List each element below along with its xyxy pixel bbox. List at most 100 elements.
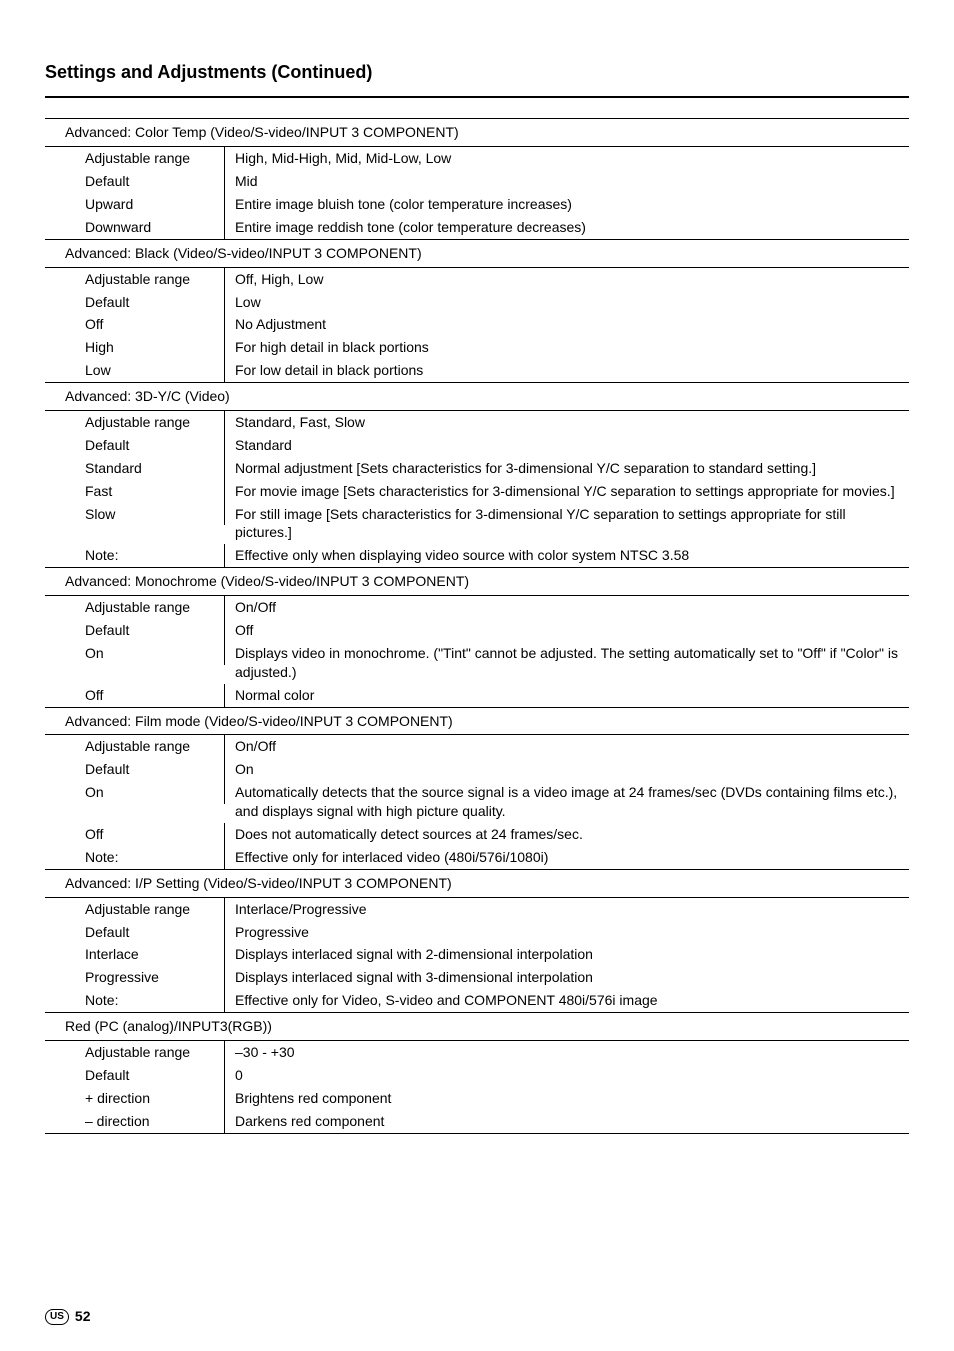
- table-row: Adjustable range–30 - +30: [45, 1041, 909, 1064]
- row-value: For movie image [Sets characteristics fo…: [225, 480, 909, 503]
- row-label: Adjustable range: [45, 147, 225, 170]
- row-label: Adjustable range: [45, 735, 225, 758]
- title-rule: [45, 96, 909, 98]
- table-row: Adjustable rangeOff, High, Low: [45, 268, 909, 291]
- section-body: Adjustable range–30 - +30Default0+ direc…: [45, 1040, 909, 1134]
- row-label: – direction: [45, 1110, 225, 1133]
- row-value: Entire image bluish tone (color temperat…: [225, 193, 909, 216]
- row-label: Progressive: [45, 966, 225, 989]
- row-label: Default: [45, 1064, 225, 1087]
- table-row: DefaultOff: [45, 619, 909, 642]
- row-value: High, Mid-High, Mid, Mid-Low, Low: [225, 147, 909, 170]
- section-header: Advanced: 3D-Y/C (Video): [45, 382, 909, 410]
- row-label: Note:: [45, 544, 225, 567]
- table-row: InterlaceDisplays interlaced signal with…: [45, 943, 909, 966]
- section-header: Advanced: Black (Video/S-video/INPUT 3 C…: [45, 239, 909, 267]
- row-value: Effective only for Video, S-video and CO…: [225, 989, 909, 1012]
- row-label: Adjustable range: [45, 898, 225, 921]
- section-header: Advanced: Film mode (Video/S-video/INPUT…: [45, 707, 909, 735]
- page-footer: US 52: [45, 1307, 90, 1326]
- table-row: OffNo Adjustment: [45, 313, 909, 336]
- row-value: Effective only for interlaced video (480…: [225, 846, 909, 869]
- table-row: DefaultOn: [45, 758, 909, 781]
- settings-section: Advanced: Film mode (Video/S-video/INPUT…: [45, 707, 909, 869]
- row-value: Effective only when displaying video sou…: [225, 544, 909, 567]
- table-row: Adjustable rangeInterlace/Progressive: [45, 898, 909, 921]
- row-label: Default: [45, 291, 225, 314]
- table-row: OffDoes not automatically detect sources…: [45, 823, 909, 846]
- row-label: High: [45, 336, 225, 359]
- settings-section: Advanced: Monochrome (Video/S-video/INPU…: [45, 567, 909, 706]
- section-body: Adjustable rangeOff, High, LowDefaultLow…: [45, 267, 909, 382]
- row-label: Default: [45, 758, 225, 781]
- row-value: On/Off: [225, 735, 909, 758]
- row-label: Off: [45, 823, 225, 846]
- row-value: Off: [225, 619, 909, 642]
- table-row: Default0: [45, 1064, 909, 1087]
- row-value: Low: [225, 291, 909, 314]
- row-value: For low detail in black portions: [225, 359, 909, 382]
- table-row: HighFor high detail in black portions: [45, 336, 909, 359]
- settings-section: Advanced: I/P Setting (Video/S-video/INP…: [45, 869, 909, 1012]
- row-label: Note:: [45, 846, 225, 869]
- table-row: OnDisplays video in monochrome. ("Tint" …: [45, 642, 909, 684]
- row-value: –30 - +30: [225, 1041, 909, 1064]
- section-header: Advanced: Monochrome (Video/S-video/INPU…: [45, 567, 909, 595]
- table-row: ProgressiveDisplays interlaced signal wi…: [45, 966, 909, 989]
- row-value: Displays interlaced signal with 2-dimens…: [225, 943, 909, 966]
- table-row: DefaultLow: [45, 291, 909, 314]
- section-body: Adjustable rangeInterlace/ProgressiveDef…: [45, 897, 909, 1012]
- row-value: Normal color: [225, 684, 909, 707]
- row-value: Darkens red component: [225, 1110, 909, 1133]
- table-row: DefaultStandard: [45, 434, 909, 457]
- row-label: Slow: [45, 503, 225, 526]
- table-row: DefaultMid: [45, 170, 909, 193]
- row-label: Adjustable range: [45, 411, 225, 434]
- row-label: Default: [45, 619, 225, 642]
- table-row: Adjustable rangeOn/Off: [45, 596, 909, 619]
- row-value: For still image [Sets characteristics fo…: [225, 503, 909, 545]
- table-row: Note:Effective only for interlaced video…: [45, 846, 909, 869]
- row-label: Off: [45, 684, 225, 707]
- row-label: Adjustable range: [45, 596, 225, 619]
- section-body: Adjustable rangeHigh, Mid-High, Mid, Mid…: [45, 146, 909, 239]
- row-label: Default: [45, 170, 225, 193]
- table-row: – directionDarkens red component: [45, 1110, 909, 1133]
- row-label: Adjustable range: [45, 268, 225, 291]
- table-row: OnAutomatically detects that the source …: [45, 781, 909, 823]
- settings-table: Advanced: Color Temp (Video/S-video/INPU…: [45, 118, 909, 1133]
- row-label: Fast: [45, 480, 225, 503]
- table-row: DownwardEntire image reddish tone (color…: [45, 216, 909, 239]
- row-value: On: [225, 758, 909, 781]
- row-value: Does not automatically detect sources at…: [225, 823, 909, 846]
- table-row: OffNormal color: [45, 684, 909, 707]
- section-header: Red (PC (analog)/INPUT3(RGB)): [45, 1012, 909, 1040]
- row-value: No Adjustment: [225, 313, 909, 336]
- row-label: Upward: [45, 193, 225, 216]
- table-row: UpwardEntire image bluish tone (color te…: [45, 193, 909, 216]
- table-row: Note:Effective only for Video, S-video a…: [45, 989, 909, 1012]
- row-label: + direction: [45, 1087, 225, 1110]
- row-label: Interlace: [45, 943, 225, 966]
- row-label: Default: [45, 921, 225, 944]
- row-value: Displays video in monochrome. ("Tint" ca…: [225, 642, 909, 684]
- table-row: + directionBrightens red component: [45, 1087, 909, 1110]
- row-value: Automatically detects that the source si…: [225, 781, 909, 823]
- table-row: Adjustable rangeHigh, Mid-High, Mid, Mid…: [45, 147, 909, 170]
- row-label: Default: [45, 434, 225, 457]
- page-title: Settings and Adjustments (Continued): [45, 60, 909, 84]
- row-value: Mid: [225, 170, 909, 193]
- row-value: On/Off: [225, 596, 909, 619]
- row-label: Off: [45, 313, 225, 336]
- region-badge: US: [45, 1309, 69, 1325]
- section-body: Adjustable rangeOn/OffDefaultOnOnAutomat…: [45, 734, 909, 868]
- row-value: For high detail in black portions: [225, 336, 909, 359]
- row-value: Progressive: [225, 921, 909, 944]
- settings-section: Advanced: 3D-Y/C (Video)Adjustable range…: [45, 382, 909, 567]
- table-row: Note:Effective only when displaying vide…: [45, 544, 909, 567]
- section-header: Advanced: Color Temp (Video/S-video/INPU…: [45, 118, 909, 146]
- row-value: Off, High, Low: [225, 268, 909, 291]
- row-label: Low: [45, 359, 225, 382]
- row-value: 0: [225, 1064, 909, 1087]
- table-row: FastFor movie image [Sets characteristic…: [45, 480, 909, 503]
